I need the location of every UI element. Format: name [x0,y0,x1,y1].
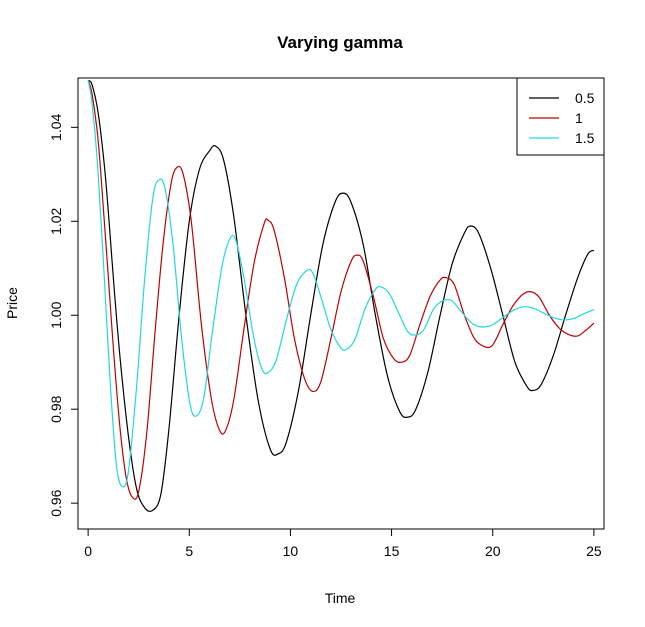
series-line-0 [87,79,595,513]
x-tick-label-4: 20 [485,543,501,559]
series-line-2 [87,80,595,488]
y-axis-label: Price [4,287,20,319]
series-group [87,79,595,513]
y-tick-label-2: 1.00 [48,301,64,328]
chart-title: Varying gamma [277,33,403,52]
legend: 0.5 1 1.5 [516,77,605,156]
x-axis: 0 5 10 15 20 25 [84,528,602,559]
y-tick-label-3: 1.02 [48,207,64,234]
x-tick-label-5: 25 [586,543,602,559]
x-tick-label-2: 10 [283,543,299,559]
y-tick-label-1: 0.98 [48,395,64,422]
series-line-1 [87,80,595,500]
y-axis: 0.96 0.98 1.00 1.02 1.04 [48,113,79,517]
y-tick-label-4: 1.04 [48,113,64,140]
x-tick-label-1: 5 [185,543,193,559]
y-tick-label-0: 0.96 [48,489,64,516]
x-tick-label-3: 15 [384,543,400,559]
legend-box [516,77,605,156]
legend-label-1: 1 [575,110,583,126]
x-axis-label: Time [325,590,356,606]
legend-label-0: 0.5 [575,90,595,106]
legend-label-2: 1.5 [575,130,595,146]
x-tick-label-0: 0 [84,543,92,559]
